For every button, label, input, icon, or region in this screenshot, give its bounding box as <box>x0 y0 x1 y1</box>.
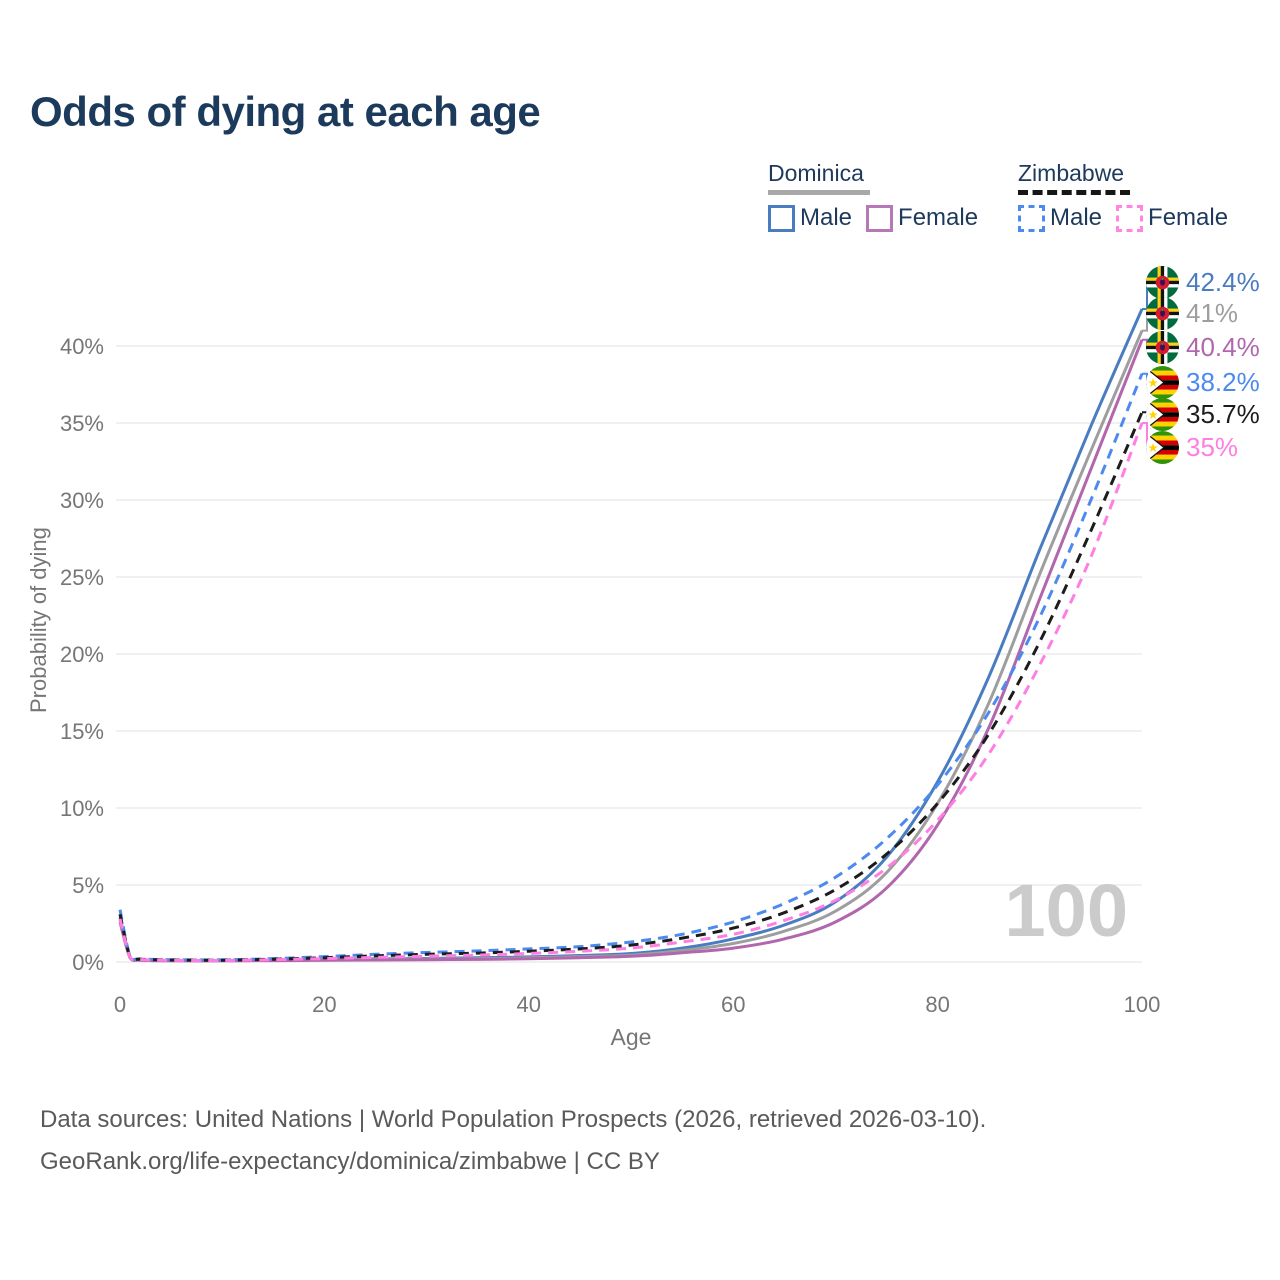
zimbabwe-flag-icon <box>1146 366 1179 399</box>
legend-group-dominica: Dominica Male Female <box>768 160 978 232</box>
end-label-value: 40.4% <box>1186 332 1260 362</box>
end-label-dominica-female: 40.4% <box>1146 331 1260 364</box>
svg-text:20%: 20% <box>60 642 104 667</box>
svg-text:35%: 35% <box>60 411 104 436</box>
svg-text:60: 60 <box>721 992 745 1017</box>
end-label-value: 38.2% <box>1186 367 1260 397</box>
checkbox-zimbabwe-female[interactable] <box>1116 204 1144 232</box>
legend-group-title-zimbabwe: Zimbabwe <box>1018 160 1131 195</box>
legend-label-dominica-female: Female <box>898 204 979 231</box>
end-label-value: 41% <box>1186 298 1239 328</box>
end-label-dominica-male: 42.4% <box>1146 266 1260 299</box>
legend-item-dominica-female[interactable]: Female <box>866 204 978 232</box>
svg-text:25%: 25% <box>60 565 104 590</box>
svg-text:40%: 40% <box>60 334 104 359</box>
svg-text:80: 80 <box>925 992 949 1017</box>
end-label-zimbabwe-both: 35.7% <box>1146 398 1260 431</box>
svg-text:30%: 30% <box>60 488 104 513</box>
end-label-value: 42.4% <box>1186 267 1260 297</box>
end-label-zimbabwe-male: 38.2% <box>1146 366 1260 399</box>
end-label-dominica-both: 41% <box>1146 297 1238 330</box>
end-label-value: 35% <box>1186 432 1239 462</box>
legend-label-zimbabwe-female: Female <box>1148 204 1229 231</box>
legend-label-zimbabwe-male: Male <box>1050 204 1103 231</box>
attribution-line: GeoRank.org/life-expectancy/dominica/zim… <box>40 1148 660 1175</box>
zimbabwe-flag-icon <box>1146 431 1179 464</box>
legend-label-dominica-male: Male <box>800 204 853 231</box>
legend-item-dominica-male[interactable]: Male <box>768 204 852 232</box>
page-title: Odds of dying at each age <box>30 88 541 135</box>
dominica-flag-icon <box>1146 331 1179 364</box>
svg-text:5%: 5% <box>72 873 104 898</box>
dominica-flag-icon <box>1146 266 1179 299</box>
svg-text:0: 0 <box>114 992 126 1017</box>
age-watermark: 100 <box>1004 869 1128 952</box>
y-axis-title: Probability of dying <box>26 527 51 713</box>
checkbox-zimbabwe-male[interactable] <box>1018 204 1045 232</box>
svg-text:15%: 15% <box>60 719 104 744</box>
svg-text:0%: 0% <box>72 950 104 975</box>
legend-group-zimbabwe: Zimbabwe Male Female <box>1018 160 1228 232</box>
data-sources-line: Data sources: United Nations | World Pop… <box>40 1106 987 1133</box>
svg-text:10%: 10% <box>60 796 104 821</box>
svg-text:100: 100 <box>1124 992 1161 1017</box>
checkbox-dominica-male[interactable] <box>768 204 795 232</box>
x-axis-title: Age <box>610 1024 652 1050</box>
legend-group-title-dominica: Dominica <box>768 160 870 195</box>
svg-text:40: 40 <box>517 992 541 1017</box>
legend-item-zimbabwe-female[interactable]: Female <box>1116 204 1228 232</box>
zimbabwe-flag-icon <box>1146 398 1179 431</box>
dominica-flag-icon <box>1146 297 1179 330</box>
svg-text:20: 20 <box>312 992 336 1017</box>
legend-item-zimbabwe-male[interactable]: Male <box>1018 204 1102 232</box>
checkbox-dominica-female[interactable] <box>866 204 894 232</box>
end-label-zimbabwe-female: 35% <box>1146 431 1238 464</box>
end-label-value: 35.7% <box>1186 399 1260 429</box>
